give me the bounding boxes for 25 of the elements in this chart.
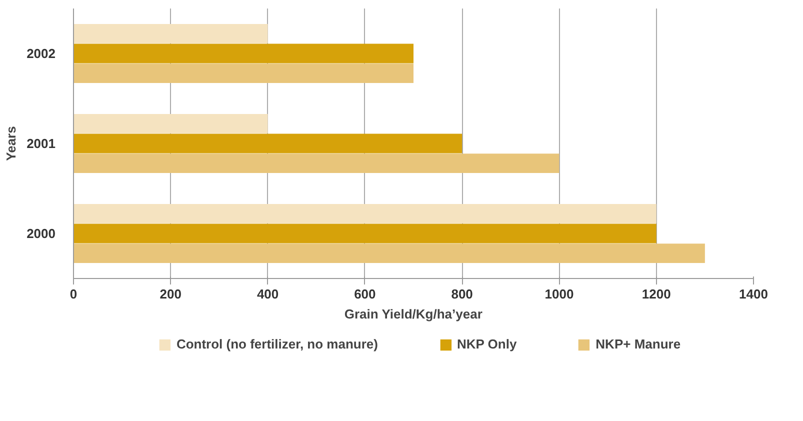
x-tick-label: 200: [160, 286, 182, 302]
bar: [74, 44, 414, 64]
y-tick-label: 2000: [26, 226, 56, 241]
x-tick-label: 0: [70, 286, 78, 302]
bar: [74, 244, 705, 263]
x-tick-label: 600: [354, 286, 376, 302]
legend-label: Control (no fertilizer, no manure): [176, 336, 378, 352]
y-tick-label: 2002: [26, 46, 56, 61]
x-tick-label: 1000: [544, 286, 574, 302]
bar: [74, 224, 656, 244]
x-axis-title: Grain Yield/Kg/ha’year: [344, 306, 482, 322]
bar: [74, 64, 414, 83]
legend-label: NKP Only: [456, 336, 517, 352]
x-tick-label: 1400: [739, 286, 768, 302]
x-tick-label: 800: [451, 286, 473, 302]
legend-label: NKP+ Manure: [596, 336, 681, 352]
x-tick-label: 400: [256, 286, 279, 302]
x-tick-label: 1200: [642, 286, 671, 302]
bar: [74, 204, 656, 224]
y-tick-label: 2001: [26, 136, 56, 151]
bar: [74, 154, 560, 173]
bar: [74, 114, 268, 134]
y-axis-title: Years: [4, 126, 19, 161]
bar: [74, 24, 268, 44]
bar: [74, 134, 462, 154]
